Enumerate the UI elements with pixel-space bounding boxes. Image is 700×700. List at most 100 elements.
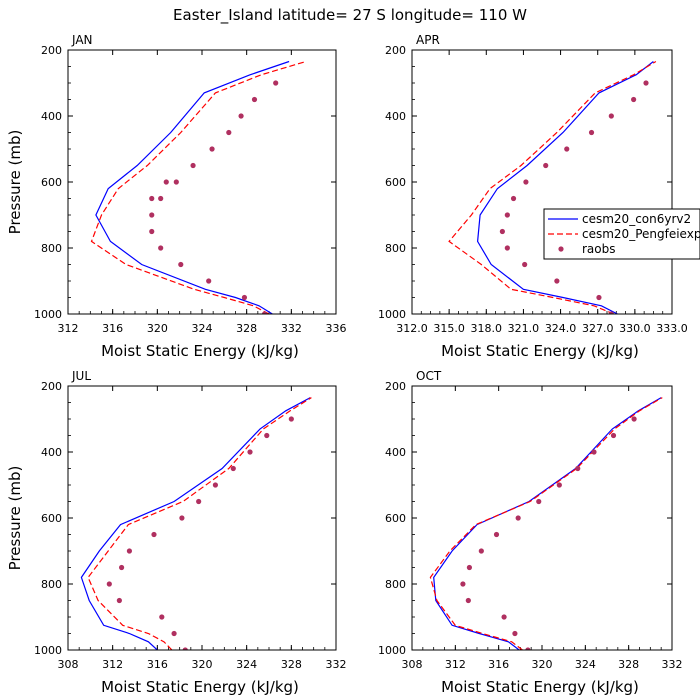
raobs-point <box>119 564 125 571</box>
raobs-point <box>288 416 294 422</box>
plot-area <box>90 60 307 314</box>
y-axis-title: Pressure (mb) <box>6 466 24 571</box>
raobs-point <box>261 311 268 314</box>
raobs-point <box>501 614 507 620</box>
raobs-point <box>179 515 185 521</box>
x-tick-label: 320 <box>147 322 168 335</box>
raobs-point <box>171 630 177 637</box>
x-tick-label: 312 <box>58 322 79 335</box>
plot-area <box>429 397 663 650</box>
plot-frame <box>67 49 337 315</box>
raobs-point <box>163 179 169 185</box>
x-tick-label: 333.0 <box>656 322 688 335</box>
panel-jan: 312 316 320 324 328 332 336 200 400 600 800 1000 JAN… <box>6 33 347 360</box>
raobs-point <box>643 80 649 86</box>
x-tick-label: 321.0 <box>508 322 540 335</box>
y-tick-label: 1000 <box>378 644 406 657</box>
raobs-point <box>149 212 155 218</box>
raobs-point <box>564 146 570 152</box>
y-tick-label: 400 <box>385 110 406 123</box>
raobs-point <box>196 498 202 505</box>
y-tick-label: 200 <box>41 380 62 393</box>
y-tick-label: 1000 <box>378 308 406 321</box>
series-line-cesm20_Pengfeiexp <box>429 397 663 650</box>
x-tick-label: 328 <box>281 658 302 671</box>
raobs-point <box>190 162 196 169</box>
raobs-point <box>608 311 614 314</box>
raobs-point <box>159 614 165 620</box>
y-tick-label: 1000 <box>34 644 62 657</box>
x-tick-label: 316 <box>147 658 168 671</box>
x-tick-label: 324 <box>575 658 596 671</box>
raobs-point <box>149 228 155 235</box>
plot-frame <box>411 385 673 651</box>
x-tick-label: 315.0 <box>433 322 465 335</box>
plot-frame <box>67 385 337 651</box>
x-tick-label: 312 <box>102 658 123 671</box>
x-tick-label: 312.0 <box>396 322 428 335</box>
raobs-point <box>504 212 510 218</box>
x-tick-label: 324 <box>192 322 213 335</box>
legend-marker-dot <box>558 246 564 252</box>
x-axis-title: Moist Static Energy (kJ/kg) <box>441 342 639 360</box>
y-tick-label: 600 <box>385 512 406 525</box>
panel-oct: 308 312 316 320 324 328 332 200 400 600 800 1000 OCT… <box>378 369 683 696</box>
raobs-point <box>251 96 258 103</box>
raobs-point <box>241 294 248 301</box>
raobs-point <box>523 179 529 185</box>
y-tick-label: 600 <box>385 176 406 189</box>
x-tick-label: 318.0 <box>471 322 503 335</box>
raobs-point <box>158 245 164 251</box>
raobs-point <box>515 515 521 521</box>
series-line-cesm20_Pengfeiexp <box>90 60 307 314</box>
x-axis-title: Moist Static Energy (kJ/kg) <box>441 678 639 696</box>
raobs-point <box>466 564 473 571</box>
raobs-point <box>575 465 581 472</box>
raobs-point <box>525 647 531 650</box>
x-tick-label: 316 <box>102 322 123 335</box>
raobs-point <box>536 498 542 505</box>
raobs-point <box>226 129 232 136</box>
raobs-point <box>510 195 517 202</box>
x-tick-label: 328 <box>618 658 639 671</box>
series-line-cesm20_Pengfeiexp <box>87 397 312 650</box>
raobs-point <box>126 548 133 554</box>
raobs-point <box>182 647 188 650</box>
x-tick-label: 320 <box>532 658 553 671</box>
x-tick-label: 308 <box>58 658 79 671</box>
y-tick-label: 800 <box>41 578 62 591</box>
series-line-cesm20_con6yrv2 <box>80 397 311 650</box>
x-tick-label: 336 <box>326 322 347 335</box>
x-tick-label: 320 <box>192 658 213 671</box>
raobs-point <box>499 228 505 235</box>
y-tick-label: 200 <box>385 44 406 57</box>
raobs-point <box>173 179 179 185</box>
x-tick-label: 330.0 <box>619 322 651 335</box>
raobs-point <box>116 597 122 604</box>
x-tick-label: 308 <box>402 658 423 671</box>
y-tick-label: 400 <box>41 446 62 459</box>
raobs-point <box>522 261 528 268</box>
series-line-cesm20_con6yrv2 <box>95 60 290 314</box>
x-tick-label: 328 <box>236 322 257 335</box>
plot-area <box>80 397 312 650</box>
series-line-cesm20_Pengfeiexp <box>448 60 657 314</box>
raobs-point <box>247 449 253 455</box>
raobs-point <box>608 113 614 119</box>
panel-label: OCT <box>416 369 442 383</box>
x-tick-label: 332 <box>662 658 683 671</box>
plot-area <box>448 60 657 314</box>
y-tick-label: 1000 <box>34 308 62 321</box>
x-tick-label: 324 <box>236 658 257 671</box>
raobs-point <box>465 597 471 604</box>
panel-label: APR <box>416 33 440 47</box>
raobs-point <box>554 278 560 284</box>
legend-label: raobs <box>582 242 616 256</box>
raobs-point <box>556 482 562 488</box>
x-tick-label: 316 <box>488 658 509 671</box>
raobs-point <box>588 129 595 136</box>
raobs-point <box>273 80 279 86</box>
legend-label: cesm20_con6yrv2 <box>582 212 691 226</box>
panel-jul: 308 312 316 320 324 328 332 200 400 600 800 1000 JUL… <box>6 369 347 696</box>
